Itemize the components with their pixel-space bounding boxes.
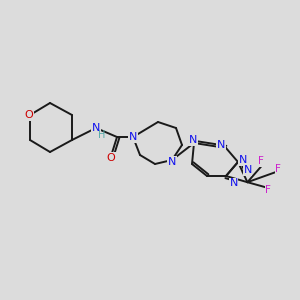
Text: N: N: [217, 140, 225, 150]
Text: F: F: [275, 164, 281, 174]
Text: N: N: [230, 178, 238, 188]
Text: N: N: [129, 132, 137, 142]
Text: H: H: [98, 130, 106, 140]
Text: N: N: [239, 155, 247, 165]
Text: O: O: [25, 110, 33, 120]
Text: F: F: [266, 185, 271, 195]
Text: N: N: [92, 123, 100, 133]
Text: F: F: [259, 156, 264, 166]
Text: O: O: [106, 153, 116, 163]
Text: N: N: [244, 165, 252, 175]
Text: N: N: [189, 135, 197, 145]
Text: N: N: [168, 157, 176, 167]
